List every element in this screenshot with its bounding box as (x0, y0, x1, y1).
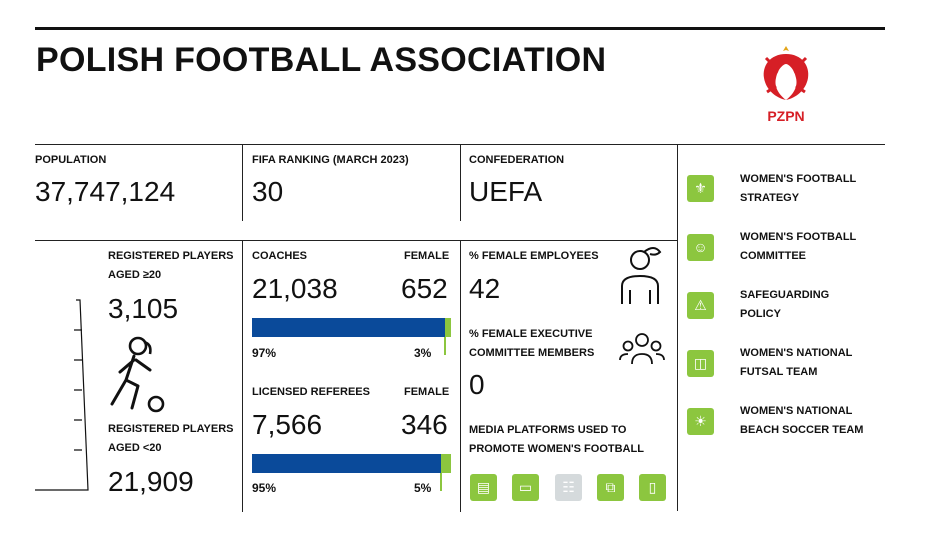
coaches-female-bar (445, 318, 451, 337)
beach-ball-icon: ☀ (687, 408, 714, 435)
confederation-label: CONFEDERATION (469, 154, 565, 166)
female-employees-label: % FEMALE EMPLOYEES (469, 250, 599, 262)
sidebar-item-beach-soccer: WOMEN'S NATIONAL BEACH SOCCER TEAM (740, 405, 864, 436)
divider (460, 240, 461, 512)
referees-female-bar (441, 454, 451, 473)
alarm-light-icon: ⚠ (687, 292, 714, 319)
futsal-court-icon: ◫ (687, 350, 714, 377)
population-value: 37,747,124 (35, 176, 176, 207)
coaches-female: 652 (401, 273, 448, 304)
top-rule (35, 27, 885, 30)
female-executive-value: 0 (469, 369, 485, 400)
coaches-female-pct: 3% (414, 346, 432, 360)
fifa-ranking-label: FIFA RANKING (MARCH 2023) (252, 154, 409, 166)
sidebar-item-strategy: WOMEN'S FOOTBALL STRATEGY (740, 173, 857, 204)
coaches-male-bar (252, 318, 445, 337)
sidebar-item-safeguarding: SAFEGUARDING POLICY (740, 289, 830, 320)
coaches-label: COACHES (252, 250, 308, 262)
referees-male-pct: 95% (252, 481, 277, 495)
coaches-female-marker (444, 337, 446, 355)
referees-female: 346 (401, 409, 448, 440)
radio-icon: ☷ (555, 474, 582, 501)
players-under20-value: 21,909 (108, 466, 194, 497)
referees-male-bar (252, 454, 441, 473)
strategy-board-icon: ⚜ (687, 175, 714, 202)
divider (460, 144, 461, 221)
players-over20-label: REGISTERED PLAYERS AGED ≥20 (108, 250, 234, 281)
coaches-male-pct: 97% (252, 346, 277, 360)
newspaper-icon: ▤ (470, 474, 497, 501)
players-over20-value: 3,105 (108, 293, 179, 324)
eagle-emblem-icon (763, 46, 809, 100)
tv-icon: ▭ (512, 474, 539, 501)
female-executive-label: % FEMALE EXECUTIVE COMMITTEE MEMBERS (469, 328, 595, 359)
referees-bar (252, 454, 451, 491)
coaches-total: 21,038 (252, 273, 338, 304)
divider (242, 240, 243, 512)
population-label: POPULATION (35, 154, 107, 166)
referees-female-pct: 5% (414, 481, 432, 495)
fifa-ranking-value: 30 (252, 176, 284, 207)
sidebar-item-committee: WOMEN'S FOOTBALL COMMITTEE (740, 231, 857, 262)
pzpn-logo: PZPN (756, 42, 816, 128)
page-title: POLISH FOOTBALL ASSOCIATION (36, 41, 607, 79)
divider (677, 144, 678, 511)
coaches-female-label: FEMALE (404, 250, 450, 262)
referees-female-marker (440, 473, 442, 491)
female-person-icon (621, 247, 662, 304)
mobile-social-icon: ▯ (639, 474, 666, 501)
female-employees-value: 42 (469, 273, 501, 304)
media-platforms-label: MEDIA PLATFORMS USED TO PROMOTE WOMEN'S … (469, 424, 644, 455)
sidebar-item-futsal: WOMEN'S NATIONAL FUTSAL TEAM (740, 347, 853, 378)
divider (35, 240, 677, 241)
committee-group-icon (619, 333, 665, 365)
committee-icon: ☺ (687, 234, 714, 261)
referees-total: 7,566 (252, 409, 323, 440)
web-icon: ⧉ (597, 474, 624, 501)
referees-label: LICENSED REFEREES (252, 386, 370, 398)
divider (242, 144, 243, 221)
referees-female-label: FEMALE (404, 386, 450, 398)
coaches-bar (252, 318, 451, 355)
female-footballer-icon (110, 336, 165, 413)
age-pyramid-graphic (35, 299, 89, 491)
players-under20-label: REGISTERED PLAYERS AGED <20 (108, 423, 234, 454)
logo-text: PZPN (767, 108, 805, 124)
confederation-value: UEFA (469, 176, 543, 207)
